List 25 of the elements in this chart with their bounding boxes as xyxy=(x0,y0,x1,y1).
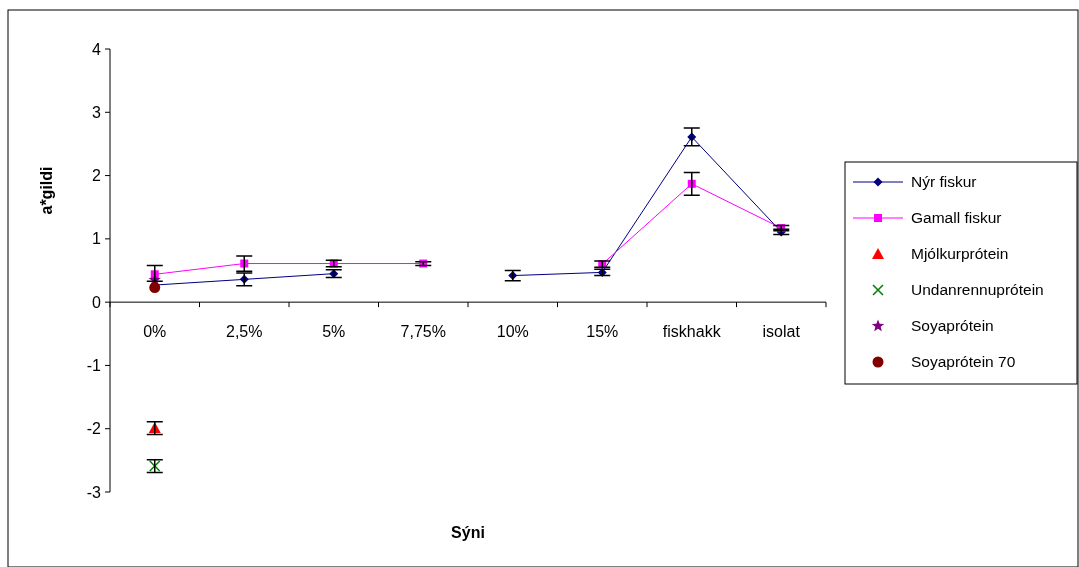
y-tick-label: 3 xyxy=(92,103,102,121)
legend-label: Nýr fiskur xyxy=(911,173,977,191)
legend-label: Mjólkurprótein xyxy=(911,245,1009,263)
y-tick-label: 1 xyxy=(92,230,102,248)
x-tick-label: isolat xyxy=(762,323,801,341)
y-axis-title: a*gildi xyxy=(38,166,55,215)
y-tick-label: 0 xyxy=(92,293,102,311)
x-tick-label: fiskhakk xyxy=(662,323,722,341)
legend-label: Soyaprótein xyxy=(911,317,994,335)
x-tick-label: 15% xyxy=(586,323,619,341)
x-tick-label: 2,5% xyxy=(226,323,263,341)
legend-label: Soyaprótein 70 xyxy=(911,353,1016,371)
y-tick-label: 4 xyxy=(92,40,102,58)
y-tick-label: -3 xyxy=(86,483,102,501)
x-tick-label: 5% xyxy=(322,323,346,341)
legend-label: Gamall fiskur xyxy=(911,209,1002,227)
y-tick-label: -2 xyxy=(86,420,102,438)
point xyxy=(149,282,161,294)
x-axis-title: Sýni xyxy=(451,524,485,541)
x-tick-label: 0% xyxy=(143,323,167,341)
y-tick-label: -1 xyxy=(86,357,102,375)
x-tick-label: 10% xyxy=(496,323,529,341)
x-tick-label: 7,75% xyxy=(400,323,446,341)
y-tick-label: 2 xyxy=(92,167,102,185)
legend-label: Undanrennuprótein xyxy=(911,281,1044,299)
